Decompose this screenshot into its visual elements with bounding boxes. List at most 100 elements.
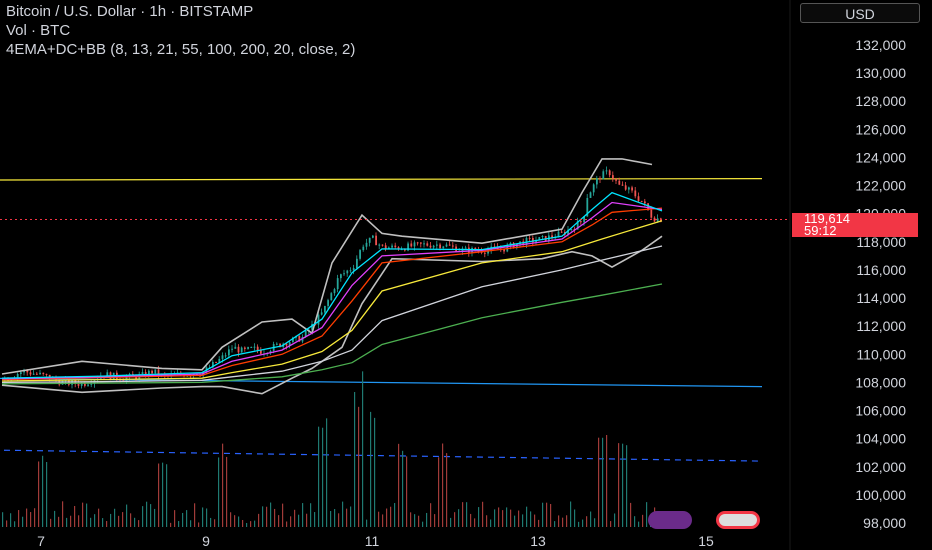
volume-bar bbox=[518, 510, 520, 527]
candle-body bbox=[557, 231, 560, 238]
candle-body bbox=[330, 293, 333, 301]
candle-body bbox=[154, 369, 157, 374]
volume-bar bbox=[358, 406, 360, 527]
y-axis-tick-label: 118,000 bbox=[856, 234, 906, 250]
x-axis-tick-label: 15 bbox=[698, 533, 714, 549]
candle-body bbox=[416, 242, 419, 244]
candle-body bbox=[381, 244, 384, 246]
volume-bar bbox=[338, 513, 340, 527]
candle-body bbox=[535, 240, 537, 243]
volume-bar bbox=[250, 521, 252, 527]
candle-body bbox=[260, 350, 262, 354]
volume-bar bbox=[134, 517, 136, 527]
candle-body bbox=[596, 178, 598, 185]
candle-body bbox=[36, 373, 38, 375]
y-axis-tick-label: 130,000 bbox=[855, 65, 906, 81]
candle-body bbox=[599, 178, 601, 180]
volume-bar bbox=[630, 502, 632, 527]
y-axis-tick-label: 128,000 bbox=[855, 93, 906, 109]
candle-body bbox=[580, 221, 582, 223]
last-price-tag: 119,614 59:12 bbox=[792, 212, 918, 237]
volume-bar bbox=[470, 513, 472, 527]
candle-body bbox=[503, 249, 505, 252]
volume-bar bbox=[318, 426, 320, 527]
ema-200-line bbox=[1, 283, 663, 385]
x-axis-tick-label: 11 bbox=[365, 533, 380, 549]
candle-body bbox=[84, 383, 86, 386]
candle-body bbox=[397, 247, 400, 250]
y-axis-tick-label: 108,000 bbox=[855, 374, 906, 390]
volume-bar bbox=[54, 510, 56, 527]
candle-body bbox=[468, 247, 470, 254]
candle-body bbox=[436, 244, 438, 246]
volume-bar bbox=[634, 516, 636, 527]
candle-body bbox=[647, 203, 649, 210]
volume-bar bbox=[22, 516, 24, 527]
y-axis-tick-label: 110,000 bbox=[856, 346, 906, 362]
volume-bar bbox=[382, 514, 384, 527]
y-axis-tick-label: 112,000 bbox=[856, 318, 906, 334]
volume-bar bbox=[98, 508, 100, 527]
candle-body bbox=[448, 244, 451, 246]
volume-bar bbox=[510, 509, 512, 527]
volume-bar bbox=[226, 456, 228, 527]
ema-8-line bbox=[1, 191, 663, 379]
y-axis-tick-label: 100,000 bbox=[855, 487, 906, 503]
symbol-title[interactable]: Bitcoin / U.S. Dollar · 1h · BITSTAMP bbox=[6, 3, 254, 20]
volume-bar bbox=[122, 512, 124, 527]
volume-bar bbox=[526, 506, 528, 527]
candle-body bbox=[317, 314, 320, 325]
volume-bar bbox=[538, 519, 540, 527]
volume-bar bbox=[598, 437, 600, 527]
candle-body bbox=[141, 372, 144, 375]
volume-bar bbox=[394, 503, 396, 527]
candle-body bbox=[26, 370, 29, 373]
volume-bar bbox=[514, 515, 516, 527]
volume-bar bbox=[498, 507, 500, 527]
volume-bar bbox=[478, 507, 480, 527]
candle-body bbox=[378, 244, 381, 246]
candle-body bbox=[288, 342, 291, 346]
volume-bar bbox=[270, 502, 272, 527]
candle-body bbox=[29, 372, 32, 375]
indicator-legend[interactable]: 4EMA+DC+BB (8, 13, 21, 55, 100, 200, 20,… bbox=[6, 41, 356, 58]
candle-body bbox=[256, 346, 259, 351]
candle-body bbox=[285, 343, 288, 346]
volume-bar bbox=[374, 417, 376, 527]
candle-body bbox=[320, 312, 323, 315]
volume-bar bbox=[42, 455, 44, 527]
volume-bar bbox=[418, 515, 420, 527]
candle-body bbox=[333, 289, 336, 294]
volume-bar bbox=[450, 517, 452, 527]
currency-button[interactable]: USD bbox=[800, 3, 920, 23]
candle-body bbox=[327, 300, 329, 306]
volume-bar bbox=[126, 504, 128, 527]
volume-bar bbox=[370, 411, 372, 527]
candle-body bbox=[656, 218, 659, 222]
volume-bar bbox=[6, 520, 8, 527]
candle-body bbox=[388, 247, 390, 249]
candle-body bbox=[352, 268, 355, 271]
volume-bar bbox=[110, 513, 112, 527]
candle-body bbox=[660, 218, 662, 222]
volume-bar bbox=[534, 514, 536, 527]
candle-body bbox=[32, 373, 35, 375]
volume-bar bbox=[218, 457, 220, 527]
volume-bar bbox=[190, 520, 192, 527]
candle-body bbox=[650, 209, 653, 218]
volume-bar bbox=[578, 521, 580, 527]
candle-body bbox=[410, 243, 413, 247]
volume-bar bbox=[262, 506, 264, 527]
volume-bar bbox=[26, 508, 28, 527]
volume-bar bbox=[398, 443, 400, 527]
volume-bar bbox=[490, 519, 492, 527]
volume-bar bbox=[334, 509, 336, 527]
volume-bar bbox=[326, 418, 328, 527]
candle-body bbox=[372, 235, 374, 238]
candle-body bbox=[432, 245, 435, 248]
candle-body bbox=[247, 347, 249, 349]
volume-bar bbox=[166, 464, 168, 527]
volume-legend[interactable]: Vol · BTC bbox=[6, 22, 71, 39]
volume-bar bbox=[66, 517, 68, 527]
